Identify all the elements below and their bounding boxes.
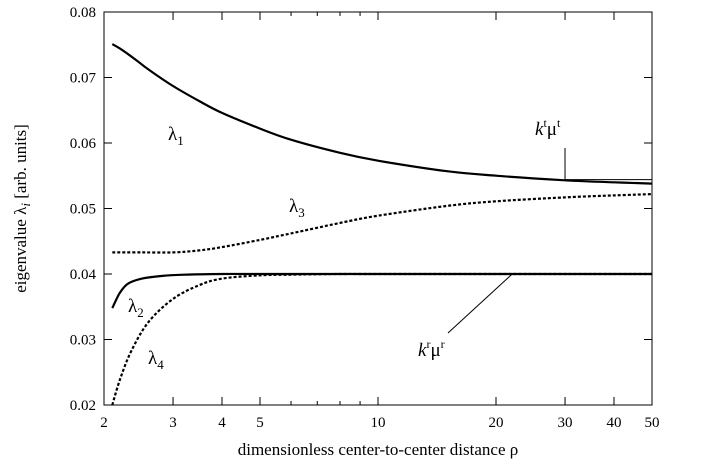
x-tick-label: 10 [371,415,386,431]
y-tick-label: 0.06 [70,136,97,152]
x-tick-label: 2 [100,415,108,431]
annotation-arrows [447,147,652,334]
x-axis-label: dimensionless center-to-center distance … [238,440,519,459]
x-tick-label: 5 [256,415,264,431]
plot-frame [103,11,653,406]
pointer-kt [564,147,652,181]
series-line-2 [111,272,652,309]
label-lambda1: λ1 [168,124,184,148]
x-tick-label: 4 [218,415,226,431]
series-line-3 [112,193,653,254]
y-tick-label: 0.03 [70,333,96,349]
series-line-1 [111,43,653,185]
label-lambda4: λ4 [148,348,164,372]
x-tick-label: 40 [607,415,622,431]
x-tick-label: 30 [558,415,573,431]
label-kr-mur: krμr [418,337,445,361]
y-tick-label: 0.08 [70,5,96,21]
y-tick-label: 0.02 [70,398,96,414]
y-tick-label: 0.04 [70,267,97,283]
label-kt-mut: ktμt [535,116,561,140]
x-tick-label: 50 [645,415,660,431]
x-tick-label: 3 [169,415,177,431]
series-line-4 [111,272,652,406]
y-axis-label: eigenvalue λi [arb. units] [11,124,33,293]
label-lambda3: λ3 [289,196,305,220]
y-tick-label: 0.07 [70,71,97,87]
y-tick-label: 0.05 [70,202,96,218]
series-group [111,43,653,406]
label-lambda2: λ2 [128,296,144,320]
ticks: 0.02 0.03 0.04 0.05 0.06 0.07 0.08 2 3 4 5 10 20 30 40… [70,5,660,431]
x-tick-label: 20 [489,415,504,431]
pointer-kr [447,273,513,334]
